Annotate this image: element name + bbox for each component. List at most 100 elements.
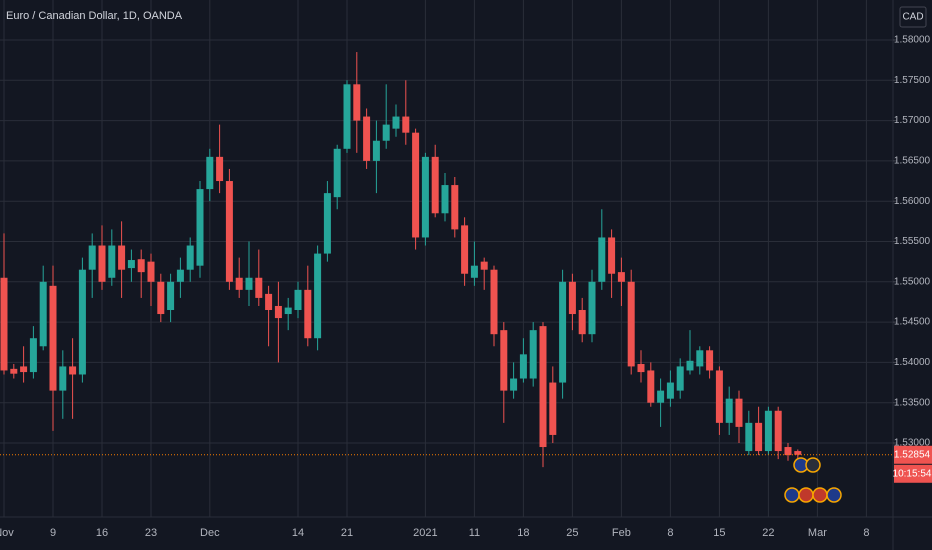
candle-body [676, 366, 684, 391]
candle-body [206, 156, 214, 190]
candle-body [559, 281, 567, 383]
candle-body [500, 330, 508, 391]
candle-body [431, 156, 439, 214]
candle-body [745, 422, 753, 452]
countdown-label: 10:15:54 [893, 468, 932, 479]
candle-body [637, 364, 645, 373]
x-tick-label: 18 [517, 527, 529, 539]
candle-body [323, 193, 331, 254]
event-icons[interactable] [784, 457, 842, 503]
event-icon[interactable] [784, 487, 800, 503]
y-tick-label: 1.54500 [894, 317, 931, 328]
candle-body [167, 281, 175, 311]
candle-body [39, 281, 47, 347]
candle-body [598, 237, 606, 282]
currency-box[interactable] [899, 6, 927, 28]
candle-body [353, 84, 361, 121]
countdown-box [894, 464, 932, 483]
x-tick-label: 16 [96, 527, 108, 539]
candle-body [255, 277, 263, 298]
y-tick-label: 1.53500 [894, 397, 931, 408]
candle-body [392, 116, 400, 129]
x-tick-label: 2021 [413, 527, 437, 539]
y-tick-label: 1.56000 [894, 196, 931, 207]
last-price-box [894, 445, 932, 464]
event-icon[interactable] [826, 487, 842, 503]
y-tick-label: 1.57000 [894, 115, 931, 126]
candle-body [333, 148, 341, 198]
candle-body [176, 269, 184, 282]
candle-body [343, 84, 351, 149]
candle-body [304, 289, 312, 339]
candle-body [412, 132, 420, 238]
candle-body [225, 181, 233, 282]
candle-body [568, 281, 576, 315]
candle-body [69, 366, 77, 375]
currency-label[interactable]: CAD [902, 12, 923, 23]
candle-body [235, 277, 243, 290]
candle-body [147, 261, 155, 282]
candle-body [686, 360, 694, 371]
candle-body [461, 225, 469, 274]
candle-body [88, 245, 96, 270]
y-tick-label: 1.56500 [894, 156, 931, 167]
x-tick-label: 22 [762, 527, 774, 539]
x-tick-label: Mar [808, 527, 827, 539]
candle-body [78, 269, 86, 375]
x-tick-label: 25 [566, 527, 578, 539]
candle-body [666, 382, 674, 399]
y-tick-label: 1.53000 [894, 438, 931, 449]
candle-body [647, 370, 655, 403]
candle-body [725, 398, 733, 423]
x-tick-label: 21 [341, 527, 353, 539]
event-icon[interactable] [812, 487, 828, 503]
candle-body [20, 366, 28, 373]
chart-title: Euro / Canadian Dollar, 1D, OANDA [6, 10, 183, 22]
candle-body [372, 140, 380, 161]
candle-body [510, 378, 518, 391]
candle-body [549, 382, 557, 435]
candle-body [451, 185, 459, 230]
candle-body [764, 410, 772, 452]
y-tick-label: 1.55500 [894, 236, 931, 247]
candle-body [755, 422, 763, 452]
candle-body [608, 237, 616, 274]
x-tick-label: 15 [713, 527, 725, 539]
candle-body [529, 330, 537, 379]
candle-body [127, 260, 135, 269]
candle-body [617, 272, 625, 282]
y-tick-label: 1.54000 [894, 357, 931, 368]
x-tick-label: 8 [667, 527, 673, 539]
candles [0, 52, 802, 468]
candle-body [794, 451, 802, 455]
y-tick-label: 1.58000 [894, 35, 931, 46]
candle-body [696, 350, 704, 367]
candle-body [59, 366, 67, 391]
candle-body [157, 281, 165, 315]
candle-body [578, 310, 586, 335]
candle-body [539, 326, 547, 448]
candle-body [0, 277, 8, 371]
candle-body [274, 305, 282, 319]
candle-body [402, 116, 410, 133]
event-icon[interactable] [798, 487, 814, 503]
y-tick-label: 1.57500 [894, 75, 931, 86]
candle-body [588, 281, 596, 335]
candle-body [657, 390, 665, 403]
candle-body [49, 285, 57, 391]
candle-body [363, 116, 371, 161]
candle-body [245, 277, 253, 290]
candle-body [216, 156, 224, 182]
candle-body [294, 289, 302, 311]
candle-body [421, 156, 429, 238]
candle-body [784, 447, 792, 456]
candle-body [284, 307, 292, 315]
candle-body [490, 269, 498, 335]
x-tick-label: 23 [145, 527, 157, 539]
event-icon[interactable] [805, 457, 821, 473]
x-tick-label: Feb [612, 527, 631, 539]
candle-body [715, 370, 723, 423]
candle-body [627, 281, 635, 367]
